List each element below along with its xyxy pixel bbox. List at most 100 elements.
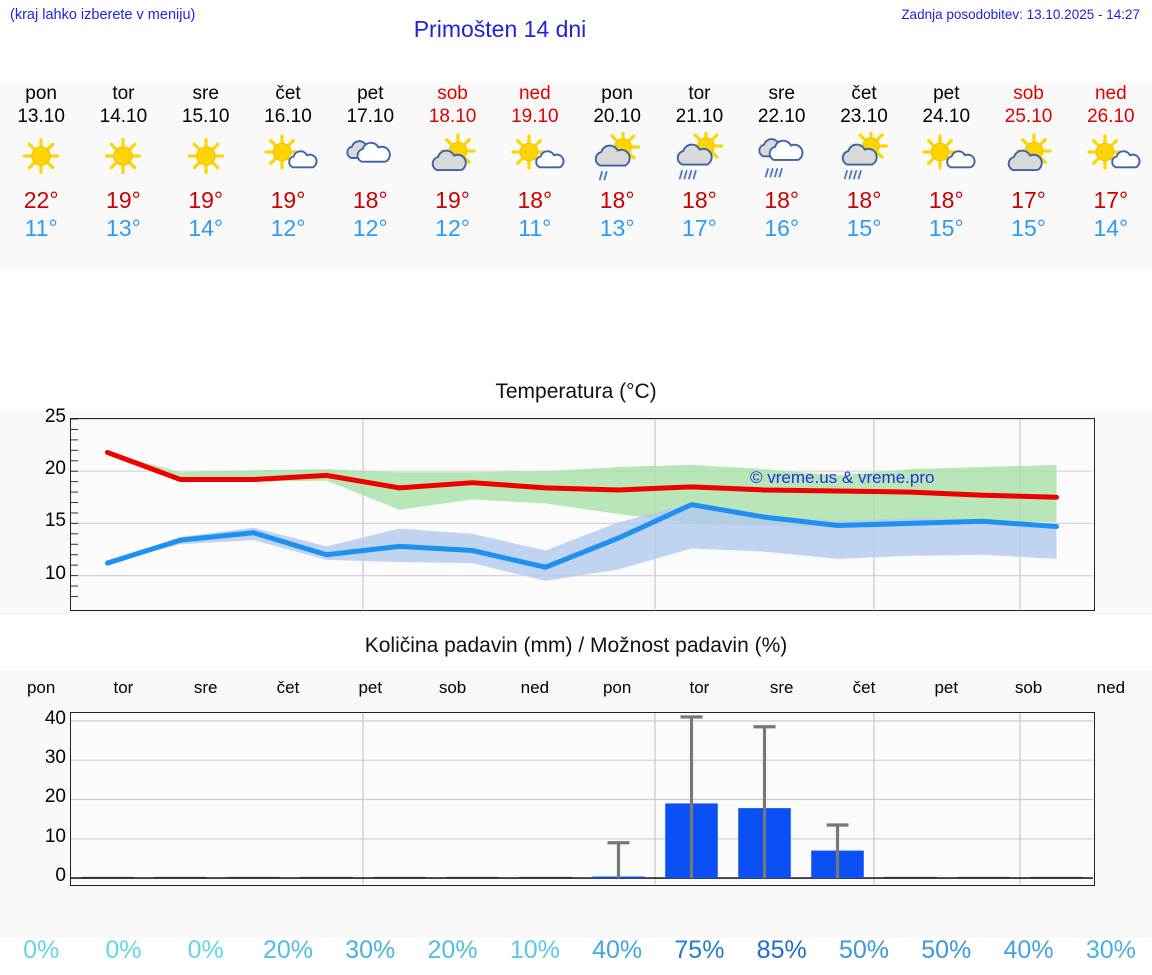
precipitation-probability-label: 30% xyxy=(345,936,396,964)
max-temperature: 19° xyxy=(106,187,141,213)
precipitation-day-label: čet xyxy=(276,678,300,697)
cloud-rain-icon xyxy=(751,132,813,184)
precipitation-plot-svg xyxy=(71,713,1093,884)
precipitation-probability-label: 40% xyxy=(592,936,643,964)
precipitation-probability-label: 0% xyxy=(105,936,142,964)
forecast-day-column[interactable]: sob 25.10 17° 15° xyxy=(990,82,1068,242)
precipitation-probability-label: 40% xyxy=(1003,936,1054,964)
precipitation-day-label: sob xyxy=(1014,678,1043,697)
day-date: 14.10 xyxy=(99,106,148,127)
precipitation-day-label: ned xyxy=(520,678,550,697)
day-name: tor xyxy=(112,83,135,104)
forecast-day-column[interactable]: pon 13.10 22° 11° xyxy=(2,82,80,242)
min-temperature: 13° xyxy=(599,215,635,241)
forecast-day-column[interactable]: tor 14.10 19° 13° xyxy=(84,82,162,242)
forecast-day-column[interactable]: čet 16.10 19° 12° xyxy=(249,82,327,242)
precipitation-day-label: ned xyxy=(1096,678,1126,697)
day-name: pon xyxy=(601,83,633,104)
sun-small-cloud-icon xyxy=(915,132,977,184)
min-temperature: 15° xyxy=(846,215,882,241)
forecast-day-column[interactable]: čet 23.10 18° 15° xyxy=(825,82,903,242)
page-title: Primošten 14 dni xyxy=(413,16,587,42)
watermark-text: © vreme.us & vreme.pro xyxy=(750,468,935,487)
min-temperature: 12° xyxy=(352,215,388,241)
temperature-chart-title: Temperatura (°C) xyxy=(495,380,657,403)
day-date: 25.10 xyxy=(1004,106,1053,127)
day-name: tor xyxy=(688,83,711,104)
day-name: čet xyxy=(275,83,301,104)
sun-small-cloud-icon xyxy=(1080,132,1142,184)
precipitation-probability-label: 50% xyxy=(838,936,890,964)
precipitation-probability-label: 0% xyxy=(187,936,224,964)
day-date: 26.10 xyxy=(1087,106,1135,127)
temperature-y-tick: 10 xyxy=(44,562,66,584)
min-temperature: 14° xyxy=(1093,215,1129,241)
forecast-day-column[interactable]: pet 24.10 18° 15° xyxy=(907,82,985,242)
day-name: pon xyxy=(25,83,57,104)
sunny-icon xyxy=(175,132,237,184)
precipitation-probability-label: 20% xyxy=(427,936,478,964)
day-name: pet xyxy=(933,83,960,104)
forecast-day-column[interactable]: sob 18.10 19° 12° xyxy=(414,82,492,242)
weather-icon-slot xyxy=(2,132,80,186)
weather-icon-slot xyxy=(496,132,574,186)
forecast-day-column[interactable]: ned 26.10 17° 14° xyxy=(1072,82,1150,242)
day-date: 17.10 xyxy=(346,106,395,127)
min-temperature: 12° xyxy=(270,215,306,241)
precipitation-day-label: pon xyxy=(26,678,56,697)
day-name: sre xyxy=(768,83,795,104)
max-temperature: 19° xyxy=(270,187,306,213)
menu-hint-text: (kraj lahko izberete v meniju) xyxy=(10,7,196,23)
weather-icon-slot xyxy=(660,132,738,186)
temperature-chart-section: Temperatura (°C) 10 15 20 25 xyxy=(0,380,1152,620)
daily-forecast-strip: pon 13.10 22° 11° tor 14.10 19° 13° sre 15.10 19° 1… xyxy=(0,82,1152,270)
temperature-y-tick: 20 xyxy=(44,458,66,480)
cloud-sun-rain-icon xyxy=(833,132,895,184)
min-temperature: 17° xyxy=(682,215,717,241)
precipitation-y-tick: 40 xyxy=(44,707,66,729)
forecast-day-column[interactable]: sre 22.10 18° 16° xyxy=(743,82,821,242)
forecast-day-column[interactable]: pet 17.10 18° 12° xyxy=(331,82,409,242)
forecast-day-column[interactable]: pon 20.10 18° 13° xyxy=(578,82,656,242)
min-temperature: 12° xyxy=(435,215,470,241)
precipitation-probability-label: 20% xyxy=(262,936,314,964)
max-temperature: 19° xyxy=(435,187,470,213)
min-temperature: 13° xyxy=(106,215,141,241)
min-temperature: 11° xyxy=(518,215,552,241)
max-temperature: 18° xyxy=(352,187,388,213)
precipitation-probability-label: 85% xyxy=(756,936,807,964)
day-name: sre xyxy=(192,83,219,104)
cloud-sun-icon xyxy=(422,132,484,184)
precipitation-probability-label: 10% xyxy=(509,936,560,964)
weather-icon-slot xyxy=(907,132,985,186)
day-date: 21.10 xyxy=(675,106,724,127)
precipitation-y-tick: 30 xyxy=(44,747,66,769)
forecast-day-column[interactable]: tor 21.10 18° 17° xyxy=(660,82,738,242)
max-temperature: 18° xyxy=(764,187,800,213)
sun-small-cloud-icon xyxy=(504,132,566,184)
sun-small-cloud-icon xyxy=(257,132,319,184)
weather-icon-slot xyxy=(331,132,409,186)
forecast-day-column[interactable]: sre 15.10 19° 14° xyxy=(167,82,245,242)
precipitation-day-label: pet xyxy=(358,678,383,697)
max-temperature: 22° xyxy=(23,187,59,213)
precipitation-chart-title: Količina padavin (mm) / Možnost padavin … xyxy=(364,634,788,657)
weather-icon-slot xyxy=(249,132,327,186)
precipitation-probability-label: 75% xyxy=(674,936,725,964)
precipitation-y-tick: 0 xyxy=(55,865,66,887)
day-date: 15.10 xyxy=(181,106,230,127)
temperature-y-tick: 15 xyxy=(44,510,66,532)
cloud-sun-rain-icon xyxy=(668,132,730,184)
day-date: 16.10 xyxy=(264,106,312,127)
min-temperature: 16° xyxy=(764,215,800,241)
weather-icon-slot xyxy=(743,132,821,186)
cloud-sun-light-rain-icon xyxy=(586,132,648,184)
day-date: 22.10 xyxy=(757,106,806,127)
max-temperature: 18° xyxy=(928,187,964,213)
last-updated-text: Zadnja posodobitev: 13.10.2025 - 14:27 xyxy=(901,7,1140,22)
precipitation-day-label: sre xyxy=(769,678,794,697)
weather-icon-slot xyxy=(414,132,492,186)
precipitation-day-label: sob xyxy=(438,678,467,697)
day-date: 23.10 xyxy=(840,106,888,127)
forecast-day-column[interactable]: ned 19.10 18° 11° xyxy=(496,82,574,242)
